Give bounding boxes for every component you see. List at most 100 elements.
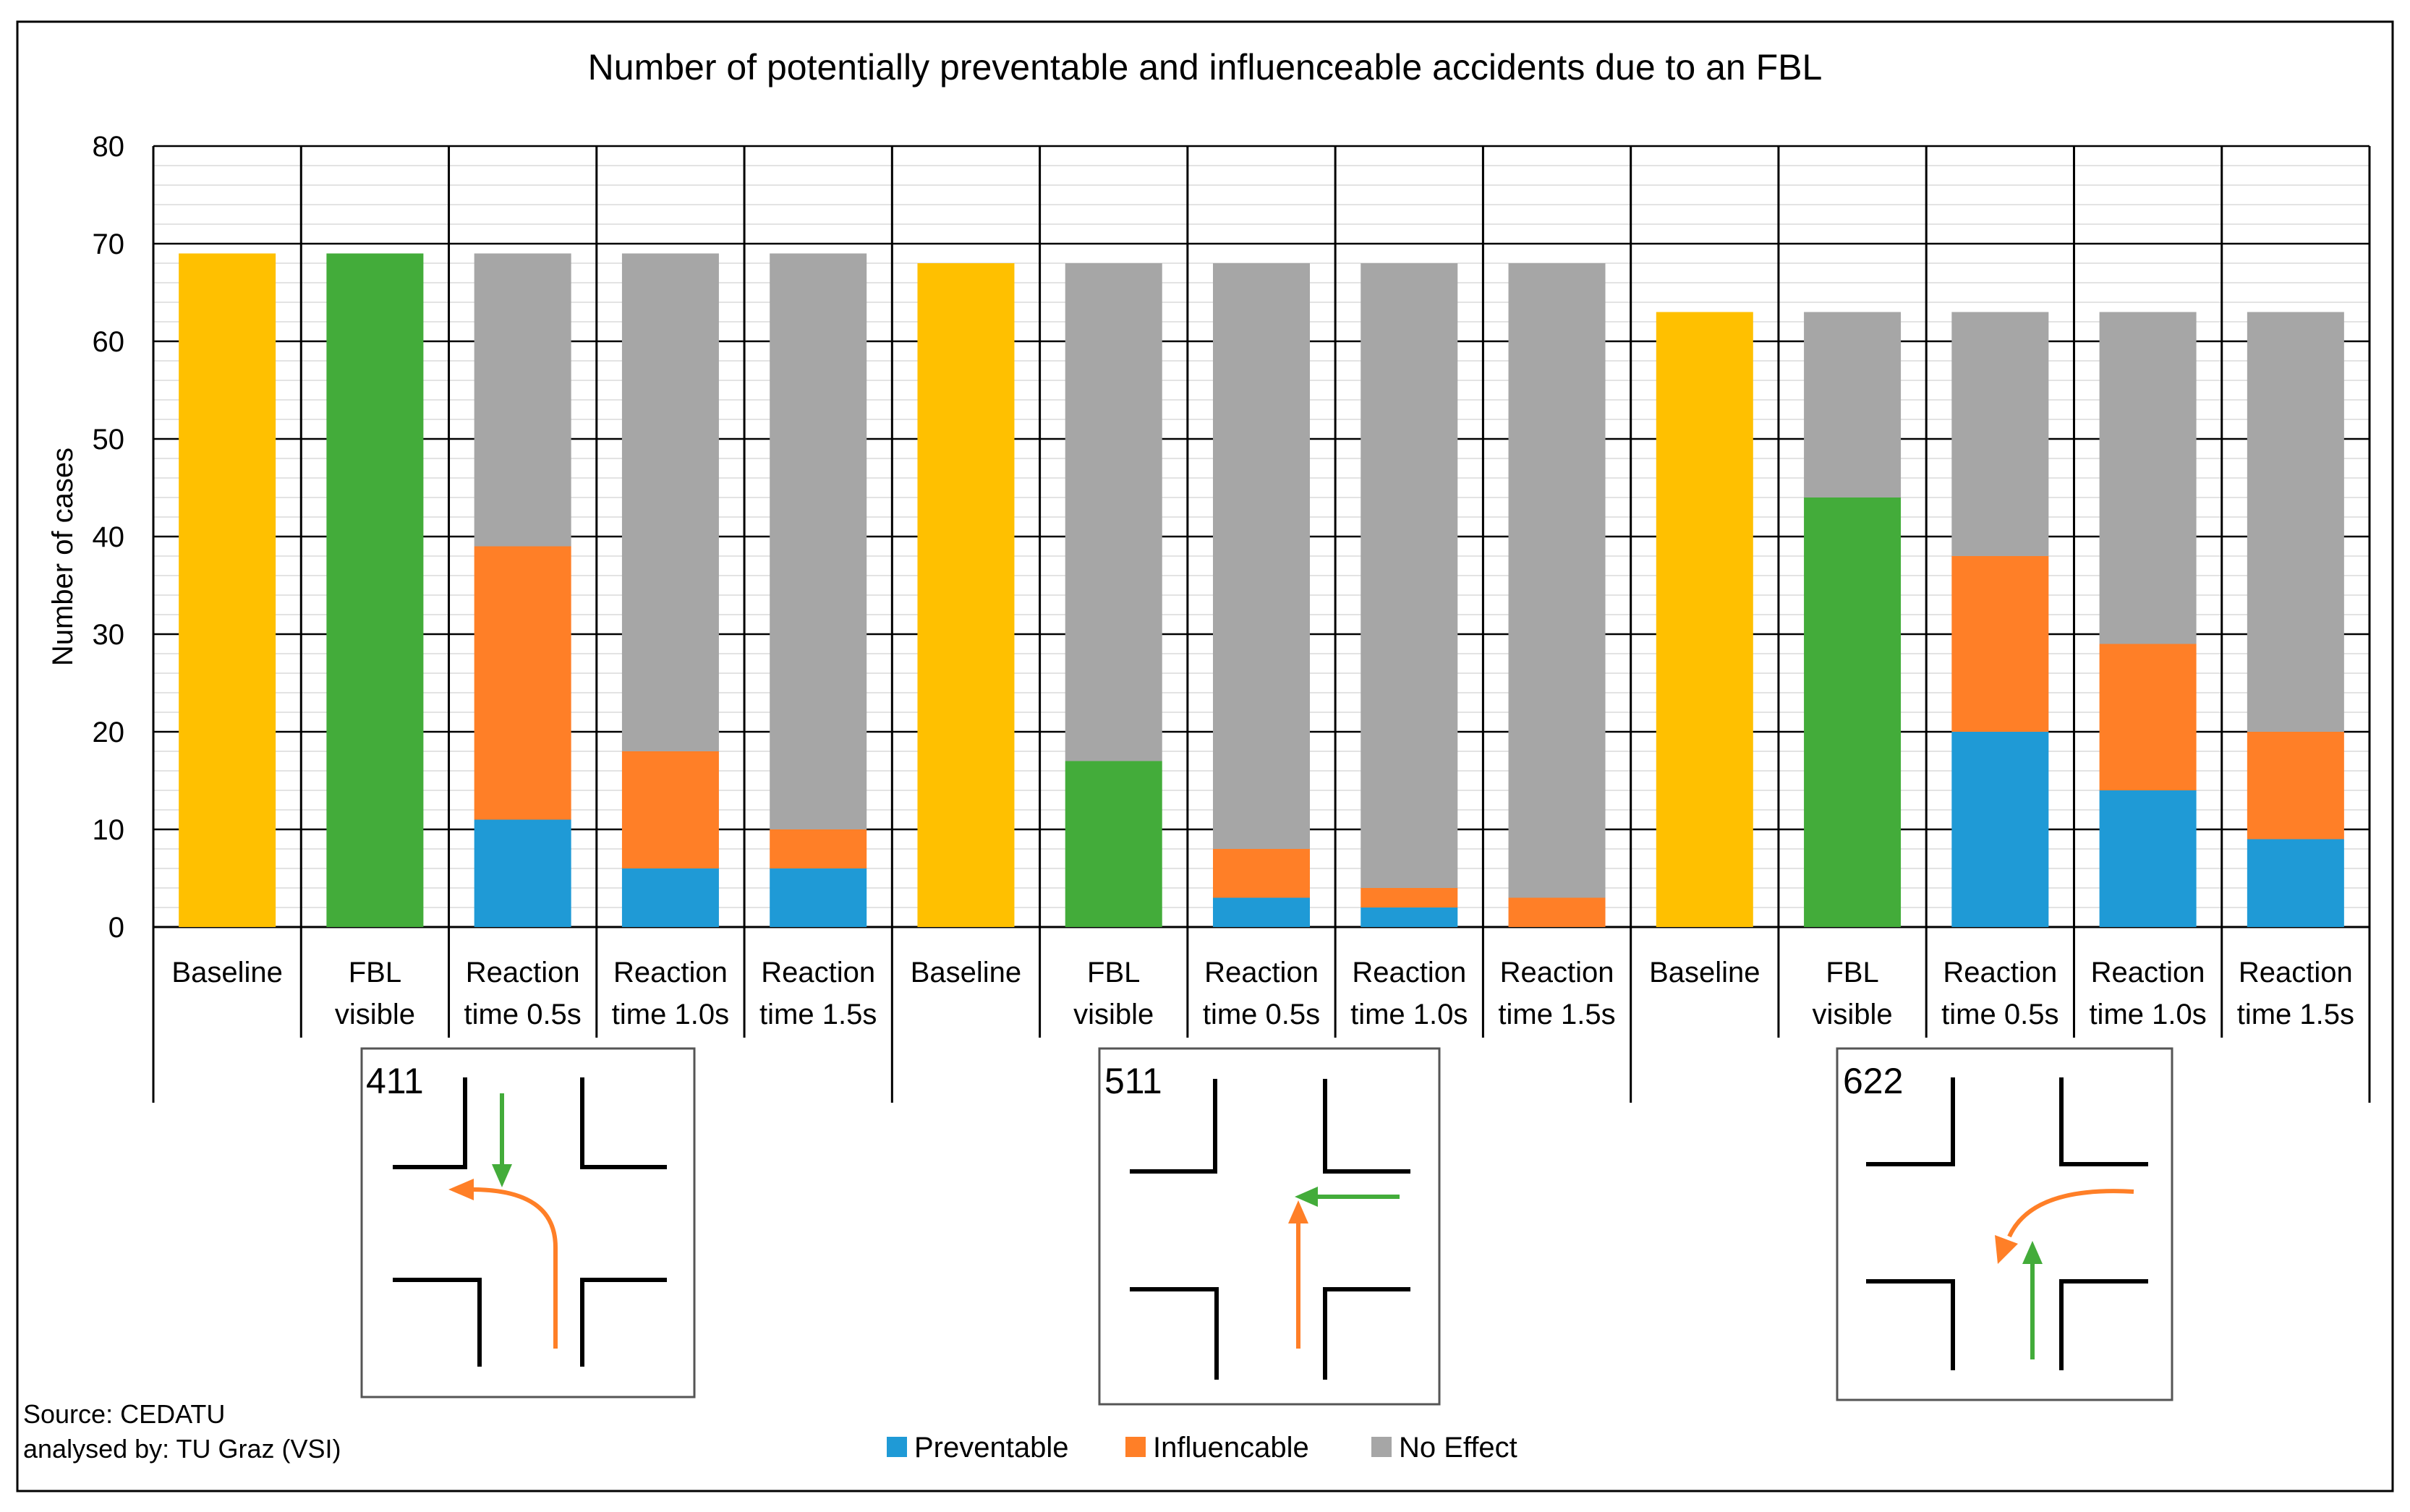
- vehicle-b-path: [471, 1187, 558, 1349]
- vehicle-b-arrowhead: [448, 1179, 474, 1200]
- road-corner: [1323, 1287, 1410, 1380]
- x-tick-label: Baseline: [911, 957, 1021, 988]
- legend-swatch-influencable: [1125, 1437, 1146, 1457]
- x-tick-label: Reaction: [1352, 957, 1466, 988]
- x-tick-label: FBL: [1826, 957, 1878, 988]
- bar-segment-no-effect: [1951, 312, 2049, 556]
- road-corner: [393, 1077, 467, 1169]
- bar-segment-influencable: [621, 751, 719, 868]
- x-tick-label: Reaction: [2091, 957, 2205, 988]
- bar-segment-preventable: [770, 868, 867, 927]
- road-corner: [2059, 1077, 2148, 1166]
- bar-segment-no-effect: [474, 253, 571, 547]
- road-corner: [580, 1278, 667, 1367]
- x-tick-label: Baseline: [171, 957, 282, 988]
- bar-segment-preventable: [2099, 790, 2197, 927]
- diagram-frame: [1836, 1047, 2173, 1401]
- bar-segment-preventable: [621, 868, 719, 927]
- y-tick-labels: 0 10 20 30 40 50 60 70 80: [93, 131, 125, 944]
- bar-segment-baseline: [917, 263, 1015, 927]
- source-line: Source: CEDATU: [23, 1399, 225, 1429]
- road-corner: [1130, 1287, 1219, 1380]
- x-tick-label: time 0.5s: [1941, 999, 2058, 1030]
- bar-segment-no-effect: [1213, 263, 1310, 849]
- bar-segment-no-effect: [770, 253, 867, 829]
- bar-segment-preventable: [1951, 732, 2049, 927]
- scenario-diagram-622: 622: [1836, 1047, 2173, 1401]
- x-tick-label: time 1.5s: [759, 999, 877, 1030]
- bar-segment-no-effect: [2247, 312, 2344, 732]
- bar-segment-influencable: [2099, 644, 2197, 790]
- chart-title: Number of potentially preventable and in…: [588, 47, 1823, 87]
- x-tick-label: time 1.5s: [1498, 999, 1615, 1030]
- x-tick-label: time 0.5s: [1203, 999, 1320, 1030]
- x-tick-label: Reaction: [466, 957, 580, 988]
- y-tick-label: 50: [93, 424, 125, 456]
- bar-segment-influencable: [1508, 897, 1606, 927]
- scenario-label: 411: [366, 1061, 424, 1101]
- bar-segment-fbl-visible: [1804, 497, 1902, 927]
- y-tick-label: 60: [93, 326, 125, 358]
- vehicle-b-arrowhead: [1288, 1200, 1308, 1223]
- bar-segment-influencable: [2247, 732, 2344, 840]
- vehicle-a-arrowhead: [1295, 1187, 1318, 1207]
- bar-segment-influencable: [1951, 556, 2049, 732]
- scenario-diagram-411: 411: [360, 1047, 696, 1398]
- y-tick-label: 30: [93, 619, 125, 651]
- bar-segment-fbl-visible: [1065, 761, 1162, 927]
- bar-segment-no-effect: [621, 253, 719, 751]
- bar-segment-no-effect: [1065, 263, 1162, 761]
- legend-label-preventable: Preventable: [914, 1432, 1068, 1464]
- road-corner: [1323, 1079, 1410, 1174]
- x-tick-label: time 1.0s: [612, 999, 729, 1030]
- bar-segment-no-effect: [1361, 263, 1458, 888]
- legend-swatch-no-effect: [1371, 1437, 1392, 1457]
- scenario-label: 622: [1843, 1061, 1903, 1101]
- bar-segment-preventable: [1213, 897, 1310, 927]
- y-axis-label: Number of cases: [47, 448, 79, 666]
- bars: [179, 253, 2344, 927]
- bar-segment-influencable: [474, 546, 571, 820]
- vehicle-b-path: [2007, 1189, 2134, 1238]
- bar-segment-influencable: [770, 829, 867, 868]
- x-tick-label: Baseline: [1649, 957, 1760, 988]
- y-tick-label: 70: [93, 228, 125, 260]
- scenario-diagram-511: 511: [1098, 1047, 1441, 1406]
- y-tick-label: 20: [93, 717, 125, 748]
- x-tick-label: visible: [1073, 999, 1154, 1030]
- y-tick-label: 80: [93, 131, 125, 163]
- scenario-label: 511: [1104, 1061, 1162, 1101]
- chart-frame: [16, 20, 2394, 1492]
- x-tick-label: visible: [1812, 999, 1892, 1030]
- y-tick-label: 40: [93, 521, 125, 553]
- vehicle-a-arrowhead: [2022, 1241, 2043, 1264]
- bar-segment-no-effect: [1508, 263, 1606, 898]
- bar-segment-baseline: [179, 253, 276, 927]
- x-tick-label: time 0.5s: [464, 999, 582, 1030]
- y-tick-label: 0: [108, 912, 124, 944]
- bar-segment-baseline: [1656, 312, 1753, 927]
- road-corner: [1866, 1077, 1955, 1166]
- vehicle-a-arrowhead: [492, 1164, 512, 1187]
- bar-segment-fbl-visible: [326, 253, 424, 927]
- road-corner: [580, 1077, 667, 1169]
- bar-segment-preventable: [2247, 839, 2344, 927]
- road-corner: [1866, 1279, 1955, 1370]
- legend-swatch-preventable: [887, 1437, 907, 1457]
- bar-segment-preventable: [1361, 907, 1458, 927]
- bar-segment-preventable: [474, 819, 571, 927]
- legend: Preventable Influencable No Effect: [887, 1432, 1517, 1464]
- category-separators: [152, 146, 2371, 1103]
- source-line: analysed by: TU Graz (VSI): [23, 1434, 341, 1464]
- x-tick-label: time 1.5s: [2237, 999, 2354, 1030]
- x-tick-label: time 1.0s: [1350, 999, 1468, 1030]
- road-corner: [393, 1278, 482, 1367]
- x-tick-label: Reaction: [2239, 957, 2353, 988]
- x-tick-label: Reaction: [1500, 957, 1614, 988]
- legend-label-no-effect: No Effect: [1399, 1432, 1517, 1464]
- x-tick-label: Reaction: [761, 957, 875, 988]
- diagram-frame: [360, 1047, 696, 1398]
- vehicle-b-arrowhead: [1995, 1235, 2018, 1264]
- legend-label-influencable: Influencable: [1153, 1432, 1309, 1464]
